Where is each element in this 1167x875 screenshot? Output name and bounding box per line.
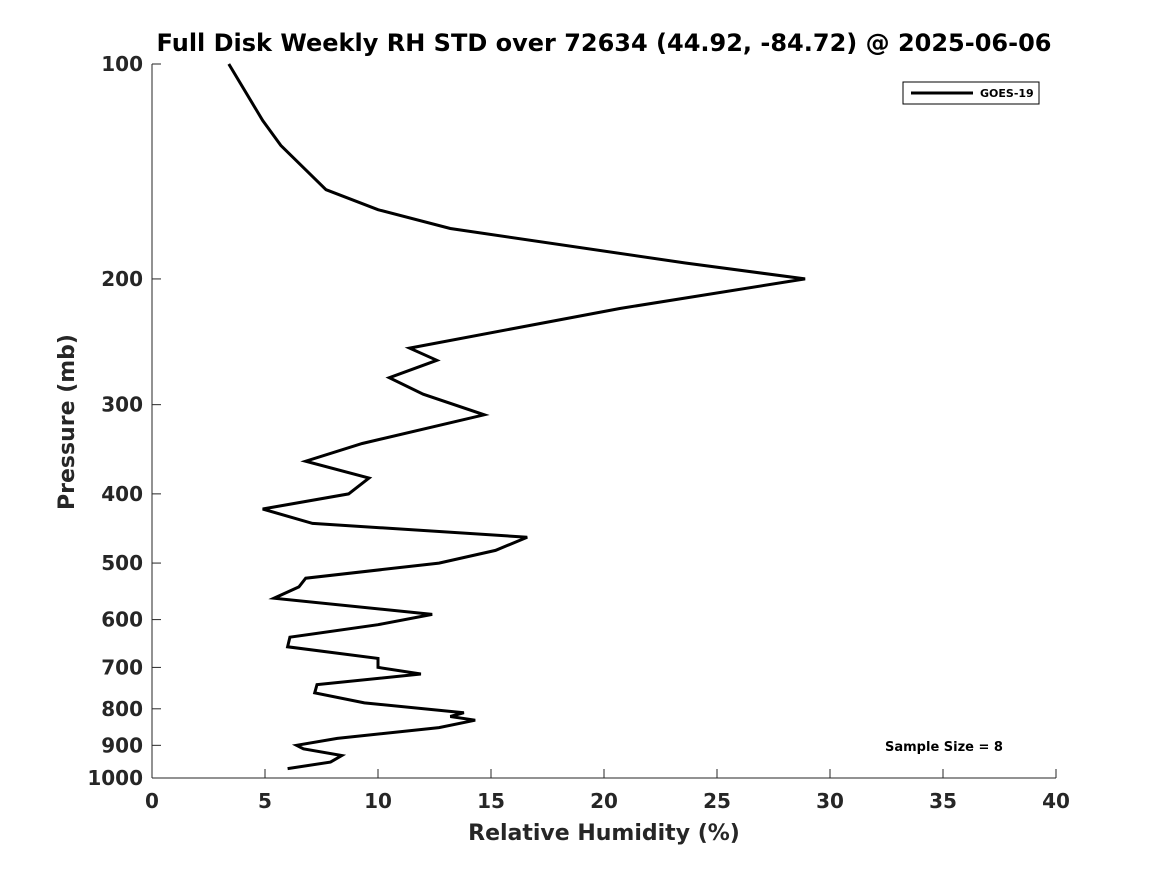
y-tick-label: 200 [101,267,143,291]
sample-size-annotation: Sample Size = 8 [885,740,1003,755]
y-tick-label: 400 [101,482,143,506]
x-tick-label: 35 [929,789,957,813]
legend: GOES-19 [902,81,1040,105]
y-axis-label: Pressure (mb) [55,334,80,510]
y-tick-label: 100 [101,52,143,76]
y-tick-label: 500 [101,551,143,575]
y-tick-label: 900 [101,733,143,757]
plot-area: 0 5 10 15 20 25 30 35 40 100 200 300 400 500 600 700 800… [87,52,1070,813]
chart-title: Full Disk Weekly RH STD over 72634 (44.9… [157,29,1052,57]
series-line-goes19 [227,63,806,771]
y-tick-label: 700 [101,655,143,679]
x-axis-label: Relative Humidity (%) [468,821,740,846]
x-tick-label: 25 [703,789,731,813]
y-tick-label: 1000 [87,766,143,790]
y-tick-label: 300 [101,393,143,417]
x-tick-label: 40 [1042,789,1070,813]
y-tick-label: 600 [101,608,143,632]
x-tick-label: 20 [590,789,618,813]
y-tick-label: 800 [101,697,143,721]
x-tick-label: 5 [258,789,272,813]
x-tick-label: 30 [816,789,844,813]
x-tick-label: 15 [477,789,505,813]
x-tick-label: 0 [145,789,159,813]
legend-label-goes19: GOES-19 [980,87,1034,100]
x-tick-label: 10 [364,789,392,813]
